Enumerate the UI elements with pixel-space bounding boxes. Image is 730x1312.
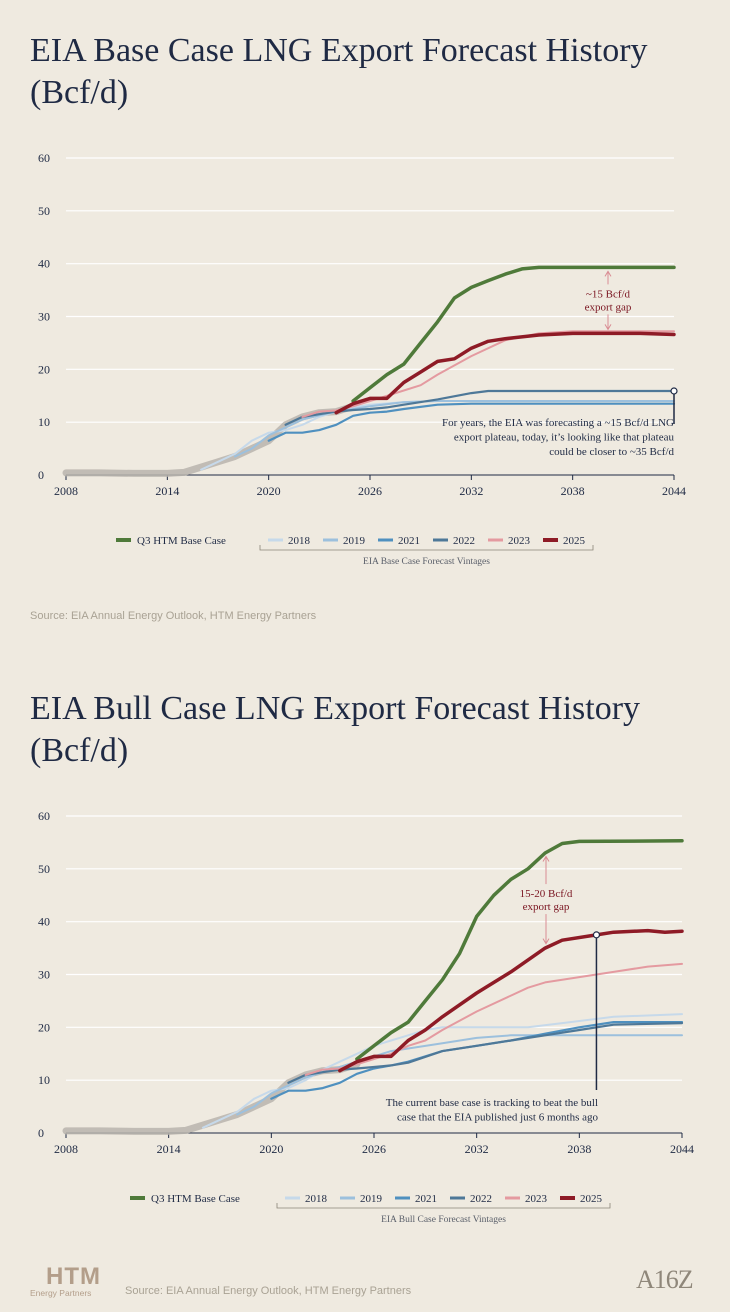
legend-label: 2018 bbox=[288, 535, 311, 547]
legend-bracket bbox=[259, 545, 594, 551]
series-line-q3-htm-base-case bbox=[351, 265, 676, 403]
chart-2-source: Source: EIA Annual Energy Outlook, HTM E… bbox=[125, 1285, 412, 1297]
legend-bracket bbox=[276, 1203, 611, 1209]
annotation-text: export plateau, today, it’s looking like… bbox=[454, 432, 675, 444]
legend-label: 2025 bbox=[580, 1193, 603, 1205]
annotation-text: case that the EIA published just 6 month… bbox=[397, 1112, 599, 1124]
x-tick-label: 2044 bbox=[662, 484, 686, 498]
x-tick-label: 2008 bbox=[54, 484, 78, 498]
chart-1-title: EIA Base Case LNG Export Forecast Histor… bbox=[30, 32, 648, 111]
series-line-q3-htm-base-case bbox=[355, 839, 684, 1061]
series-line-2021 bbox=[270, 1021, 684, 1100]
gap-arrowhead-top bbox=[542, 855, 550, 862]
legend-label: Q3 HTM Base Case bbox=[151, 1193, 240, 1205]
series-line-2025 bbox=[338, 928, 684, 1073]
legend: Q3 HTM Base Case 2018 2019 2021 2022 2023 2025… bbox=[130, 1193, 611, 1225]
legend-label: 2022 bbox=[453, 535, 475, 547]
legend-label: 2019 bbox=[360, 1193, 383, 1205]
annotation-text: The current base case is tracking to bea… bbox=[386, 1097, 598, 1109]
y-tick-label: 20 bbox=[38, 1020, 50, 1034]
series-line-2022 bbox=[284, 389, 676, 426]
x-tick-label: 2014 bbox=[157, 1142, 181, 1156]
legend-label: Q3 HTM Base Case bbox=[137, 535, 226, 547]
htm-logo-text: HTM bbox=[46, 1263, 101, 1290]
gap-label-bg bbox=[516, 884, 576, 915]
legend-label: 2023 bbox=[508, 535, 531, 547]
y-tick-label: 30 bbox=[38, 310, 50, 324]
gap-arrowhead-bottom bbox=[604, 324, 612, 331]
x-tick-label: 2008 bbox=[54, 1142, 78, 1156]
x-tick-label: 2026 bbox=[362, 1142, 386, 1156]
htm-logo-subtext: Energy Partners bbox=[30, 1288, 92, 1298]
chart-2-title: EIA Bull Case LNG Export Forecast Histor… bbox=[30, 690, 641, 769]
a16z-logo: A16Z bbox=[636, 1265, 694, 1294]
legend-label: 2021 bbox=[415, 1193, 437, 1205]
y-tick-label: 60 bbox=[38, 151, 50, 165]
series-line-2021 bbox=[267, 402, 676, 442]
y-tick-label: 60 bbox=[38, 809, 50, 823]
legend-label: 2022 bbox=[470, 1193, 492, 1205]
series-line-2022 bbox=[287, 1022, 684, 1084]
gap-label: export gap bbox=[585, 301, 632, 313]
legend-label: 2019 bbox=[343, 535, 366, 547]
x-tick-label: 2044 bbox=[670, 1142, 694, 1156]
gap-label: 15-20 Bcf/d bbox=[520, 888, 573, 900]
gap-arrowhead-top bbox=[604, 270, 612, 277]
gap-label-bg bbox=[578, 284, 638, 315]
gap-arrowhead-bottom bbox=[542, 938, 550, 945]
legend-label: 2023 bbox=[525, 1193, 548, 1205]
y-tick-label: 50 bbox=[38, 204, 50, 218]
x-tick-label: 2026 bbox=[358, 484, 382, 498]
legend-group-label: EIA Bull Case Forecast Vintages bbox=[381, 1215, 506, 1225]
x-tick-label: 2032 bbox=[459, 484, 483, 498]
legend-group-label: EIA Base Case Forecast Vintages bbox=[363, 557, 490, 567]
x-tick-label: 2014 bbox=[155, 484, 179, 498]
x-tick-label: 2038 bbox=[561, 484, 585, 498]
legend-label: 2021 bbox=[398, 535, 420, 547]
legend-label: 2018 bbox=[305, 1193, 328, 1205]
chart-1-source: Source: EIA Annual Energy Outlook, HTM E… bbox=[30, 610, 317, 622]
gap-label: export gap bbox=[523, 901, 570, 913]
y-tick-label: 40 bbox=[38, 257, 50, 271]
chart-2: 0 10 20 30 40 50 60 2008 2014 2020 2026 2032 2038 204… bbox=[38, 809, 694, 1225]
annotation-dot bbox=[670, 387, 678, 395]
y-tick-label: 10 bbox=[38, 415, 50, 429]
htm-logo: HTM Energy Partners bbox=[30, 1263, 120, 1303]
x-tick-label: 2020 bbox=[257, 484, 281, 498]
y-tick-label: 0 bbox=[38, 1126, 44, 1140]
gap-label: ~15 Bcf/d bbox=[586, 288, 631, 300]
legend-label: 2025 bbox=[563, 535, 586, 547]
legend: Q3 HTM Base Case 2018 2019 2021 2022 2023 2025… bbox=[116, 535, 594, 567]
x-tick-label: 2032 bbox=[465, 1142, 489, 1156]
y-tick-label: 20 bbox=[38, 362, 50, 376]
y-tick-label: 0 bbox=[38, 468, 44, 482]
series-line-2025 bbox=[334, 331, 676, 415]
y-tick-label: 10 bbox=[38, 1073, 50, 1087]
x-tick-label: 2038 bbox=[567, 1142, 591, 1156]
y-tick-label: 40 bbox=[38, 915, 50, 929]
y-tick-label: 30 bbox=[38, 968, 50, 982]
x-tick-label: 2020 bbox=[259, 1142, 283, 1156]
annotation-text: For years, the EIA was forecasting a ~15… bbox=[442, 417, 674, 429]
annotation-text: could be closer to ~35 Bcf/d bbox=[549, 446, 674, 458]
y-tick-label: 50 bbox=[38, 862, 50, 876]
annotation-dot bbox=[592, 931, 601, 939]
chart-1: 0 10 20 30 40 50 60 2008 2014 2020 2026 2032 2038 204… bbox=[38, 151, 686, 567]
series-line-2018 bbox=[201, 1013, 683, 1129]
